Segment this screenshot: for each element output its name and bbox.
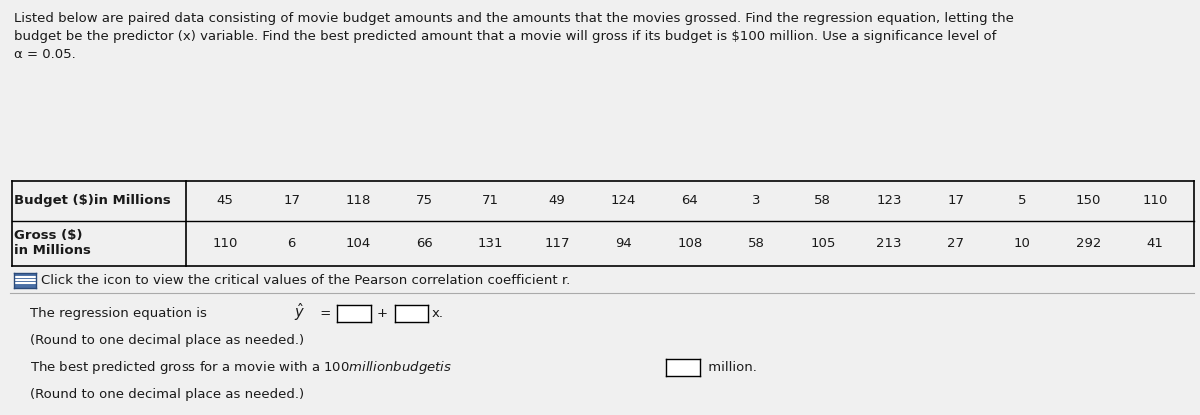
Text: Listed below are paired data consisting of movie budget amounts and the amounts : Listed below are paired data consisting … (14, 12, 1014, 61)
Text: 110: 110 (1142, 194, 1168, 207)
Text: 117: 117 (545, 237, 570, 250)
Text: 105: 105 (810, 237, 835, 250)
Text: Gross ($)
in Millions: Gross ($) in Millions (14, 229, 91, 257)
Text: 17: 17 (283, 194, 300, 207)
Text: Budget ($)in Millions: Budget ($)in Millions (14, 194, 172, 207)
Text: 75: 75 (416, 194, 433, 207)
Text: 124: 124 (611, 194, 636, 207)
Text: 41: 41 (1146, 237, 1163, 250)
Text: 64: 64 (682, 194, 698, 207)
Text: The regression equation is: The regression equation is (30, 307, 211, 320)
Text: 71: 71 (482, 194, 499, 207)
Text: 94: 94 (616, 237, 632, 250)
Text: 213: 213 (876, 237, 902, 250)
Text: =: = (316, 307, 335, 320)
Text: The best predicted gross for a movie with a $100 million budget is $: The best predicted gross for a movie wit… (30, 359, 452, 376)
Text: 118: 118 (346, 194, 371, 207)
Text: 27: 27 (947, 237, 964, 250)
Text: 45: 45 (217, 194, 234, 207)
Text: 5: 5 (1018, 194, 1026, 207)
Text: 58: 58 (748, 237, 764, 250)
Text: 17: 17 (947, 194, 964, 207)
Text: x.: x. (432, 307, 444, 320)
Text: 3: 3 (752, 194, 761, 207)
Text: 123: 123 (876, 194, 902, 207)
Text: (Round to one decimal place as needed.): (Round to one decimal place as needed.) (30, 334, 304, 347)
Text: million.: million. (704, 361, 757, 374)
Text: 104: 104 (346, 237, 371, 250)
Text: Click the icon to view the critical values of the Pearson correlation coefficien: Click the icon to view the critical valu… (41, 273, 570, 287)
Text: $\hat{y}$: $\hat{y}$ (294, 302, 305, 323)
Text: 108: 108 (677, 237, 703, 250)
Text: 66: 66 (416, 237, 433, 250)
Text: 49: 49 (548, 194, 565, 207)
Text: 10: 10 (1014, 237, 1031, 250)
Text: 131: 131 (478, 237, 504, 250)
Text: 110: 110 (212, 237, 238, 250)
Text: 58: 58 (815, 194, 832, 207)
Text: (Round to one decimal place as needed.): (Round to one decimal place as needed.) (30, 388, 304, 401)
Text: +: + (377, 307, 388, 320)
Text: 6: 6 (288, 237, 295, 250)
Text: 150: 150 (1075, 194, 1102, 207)
Text: 292: 292 (1075, 237, 1102, 250)
